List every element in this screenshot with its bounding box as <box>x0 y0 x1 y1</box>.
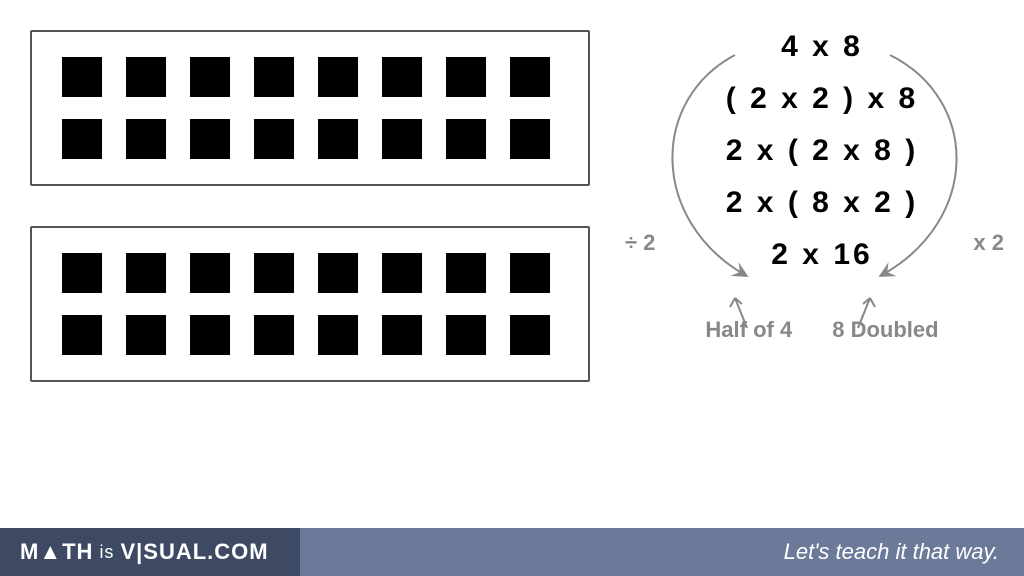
array-square <box>510 253 550 293</box>
equation-line: 2 x 16 <box>771 238 872 272</box>
array-square <box>62 315 102 355</box>
array-square <box>62 57 102 97</box>
footer-bar: M▲TH is V|SUAL .COM Let's teach it that … <box>0 528 1024 576</box>
array-box-1 <box>30 30 590 186</box>
arrow-up-icon <box>850 290 880 330</box>
array-row <box>62 119 558 159</box>
equation-line: 4 x 8 <box>781 30 863 64</box>
array-square <box>446 57 486 97</box>
array-box-2 <box>30 226 590 382</box>
array-square <box>446 253 486 293</box>
array-row <box>62 315 558 355</box>
array-square <box>190 119 230 159</box>
brand-v: V <box>120 539 136 564</box>
array-row <box>62 57 558 97</box>
equation-line: ( 2 x 2 ) x 8 <box>726 82 918 116</box>
array-square <box>126 315 166 355</box>
array-square <box>446 315 486 355</box>
array-square <box>382 253 422 293</box>
array-row <box>62 253 558 293</box>
times-2-label: x 2 <box>973 230 1004 256</box>
array-square <box>126 57 166 97</box>
main-content: 4 x 8 ( 2 x 2 ) x 8 2 x ( 2 x 8 ) 2 x ( … <box>0 0 1024 520</box>
equation-stack: 4 x 8 ( 2 x 2 ) x 8 2 x ( 2 x 8 ) 2 x ( … <box>640 30 1004 272</box>
array-square <box>254 57 294 97</box>
arrow-up-icon <box>725 290 755 330</box>
footer-brand: M▲TH is V|SUAL .COM <box>0 528 300 576</box>
equation-line: 2 x ( 8 x 2 ) <box>726 186 918 220</box>
brand-com: .COM <box>207 539 268 565</box>
array-square <box>382 315 422 355</box>
array-square <box>382 119 422 159</box>
array-square <box>446 119 486 159</box>
array-square <box>318 119 358 159</box>
array-square <box>254 119 294 159</box>
footer-tagline: Let's teach it that way. <box>300 528 1024 576</box>
8-doubled-label: 8 Doubled <box>832 317 938 343</box>
array-square <box>318 253 358 293</box>
array-square <box>190 57 230 97</box>
array-square <box>510 315 550 355</box>
array-square <box>382 57 422 97</box>
brand-is: is <box>99 542 114 563</box>
brand-m: M <box>20 539 39 564</box>
array-square <box>318 57 358 97</box>
array-square <box>254 315 294 355</box>
array-square <box>318 315 358 355</box>
array-square <box>190 253 230 293</box>
brand-th: TH <box>62 539 93 564</box>
array-square <box>254 253 294 293</box>
brand-sual: SUAL <box>143 539 207 564</box>
array-square <box>126 119 166 159</box>
divide-by-2-label: ÷ 2 <box>625 230 655 256</box>
array-square <box>510 57 550 97</box>
array-square <box>190 315 230 355</box>
array-visuals <box>30 30 590 510</box>
array-square <box>126 253 166 293</box>
equation-diagram: 4 x 8 ( 2 x 2 ) x 8 2 x ( 2 x 8 ) 2 x ( … <box>590 30 1004 510</box>
array-square <box>62 119 102 159</box>
array-square <box>510 119 550 159</box>
array-square <box>62 253 102 293</box>
brand-a-triangle-icon: ▲ <box>39 539 62 564</box>
bottom-labels: Half of 4 8 Doubled <box>640 317 1004 343</box>
equation-line: 2 x ( 2 x 8 ) <box>726 134 918 168</box>
